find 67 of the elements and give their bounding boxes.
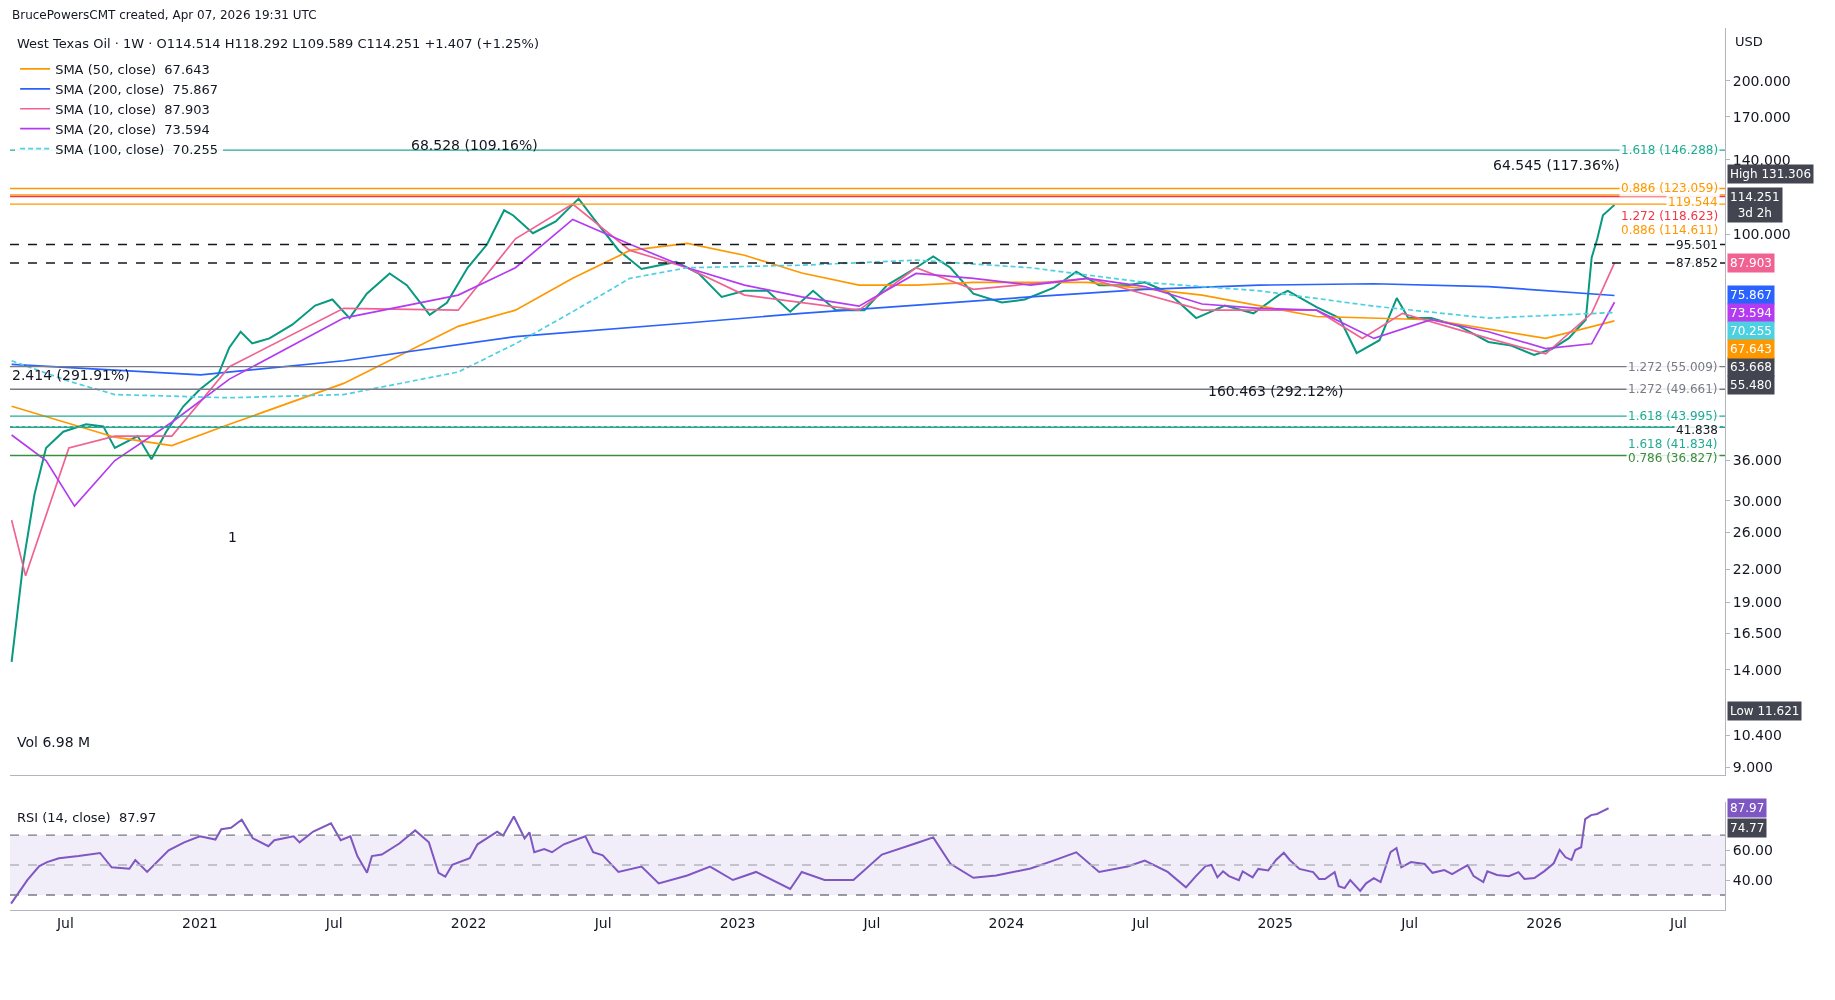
x-tick-label: Jul: [1400, 914, 1419, 931]
ref-line-label: 87.852: [1676, 256, 1718, 270]
x-tick-label: 2023: [719, 914, 756, 931]
x-tick-label: 2026: [1526, 914, 1562, 931]
text: 70.255: [1730, 324, 1772, 338]
y-tick-label: 10.400: [1732, 727, 1782, 744]
x-tick-label: Jul: [55, 914, 74, 931]
y-tick-label: 100.000: [1732, 226, 1791, 243]
y-tick-label: 22.000: [1732, 561, 1782, 578]
text: 55.480: [1730, 378, 1772, 392]
annotation: 2.414 (291.91%): [12, 367, 130, 383]
y-tick-label: 170.000: [1732, 108, 1791, 125]
x-tick-label: 2021: [181, 914, 218, 931]
y-tick-label: 9.000: [1732, 759, 1773, 776]
annotation: Vol 6.98 M: [17, 734, 91, 750]
y-tick-label: 30.000: [1732, 492, 1782, 509]
x-tick-label: Jul: [324, 914, 343, 931]
text: High 131.306: [1730, 167, 1812, 181]
text: RSI (14, close) 87.97: [17, 810, 157, 825]
ref-line-label: 1.272 (118.623): [1621, 209, 1719, 223]
legend-label: SMA (100, close) 70.255: [55, 141, 219, 157]
y-tick-label: 14.000: [1732, 661, 1782, 678]
ref-line-label: 41.838: [1676, 423, 1718, 437]
text: BrucePowersCMT created, Apr 07, 2026 19:31 UTC: [12, 8, 317, 22]
x-tick-label: Jul: [862, 914, 881, 931]
text: 87.97: [1730, 801, 1765, 815]
legend-label: SMA (50, close) 67.643: [55, 62, 210, 78]
x-tick-label: Jul: [593, 914, 612, 931]
y-tick-label: 60.00: [1732, 842, 1773, 859]
y-tick-label: 16.500: [1732, 625, 1782, 642]
legend-label: SMA (200, close) 75.867: [55, 81, 219, 97]
text: 114.251 3d 2h: [1730, 190, 1780, 220]
ref-line-label: 119.544: [1668, 195, 1718, 209]
y-tick-label: 40.00: [1732, 871, 1773, 888]
ref-line-label: 0.886 (123.059): [1621, 181, 1719, 195]
ref-line-label: 0.786 (36.827): [1628, 451, 1718, 465]
annotation: 68.528 (109.16%): [411, 137, 538, 153]
annotation: 1: [228, 529, 237, 545]
ref-line-label: 0.886 (114.611): [1621, 223, 1719, 237]
text: 75.867: [1730, 288, 1772, 302]
y-tick-label: 200.000: [1732, 72, 1791, 89]
text: 73.594: [1730, 306, 1772, 320]
y-tick-label: 36.000: [1732, 452, 1782, 469]
text: Low 11.621: [1730, 704, 1800, 718]
x-tick-label: Jul: [1669, 914, 1687, 931]
text: 63.668: [1730, 360, 1772, 374]
ref-line-label: 1.272 (49.661): [1628, 382, 1718, 396]
legend-label: SMA (10, close) 87.903: [55, 101, 210, 117]
x-tick-label: 2022: [450, 914, 487, 931]
ref-line-label: 1.618 (146.288): [1621, 143, 1719, 157]
text: West Texas Oil · 1W · O114.514 H118.292 L109.589 C114.251 +1.407 (+1.25%): [17, 36, 539, 51]
ref-line-label: 1.618 (43.995): [1628, 409, 1718, 423]
text: 67.643: [1730, 342, 1772, 356]
text: 74.77: [1730, 821, 1765, 835]
annotation: 64.545 (117.36%): [1493, 157, 1620, 173]
y-tick-label: 140.000: [1732, 151, 1791, 168]
y-tick-label: 19.000: [1732, 593, 1782, 610]
ref-line-label: 1.272 (55.009): [1628, 360, 1718, 374]
x-tick-label: 2024: [988, 914, 1025, 931]
ref-line-label: 95.501: [1676, 238, 1718, 252]
legend-label: SMA (20, close) 73.594: [55, 121, 210, 137]
x-tick-label: 2025: [1257, 914, 1294, 931]
y-tick-label: 26.000: [1732, 524, 1782, 541]
y-axis-title: USD: [1735, 34, 1763, 49]
x-tick-label: Jul: [1131, 914, 1150, 931]
ref-line-label: 1.618 (41.834): [1628, 437, 1718, 451]
text: 87.903: [1730, 256, 1772, 270]
